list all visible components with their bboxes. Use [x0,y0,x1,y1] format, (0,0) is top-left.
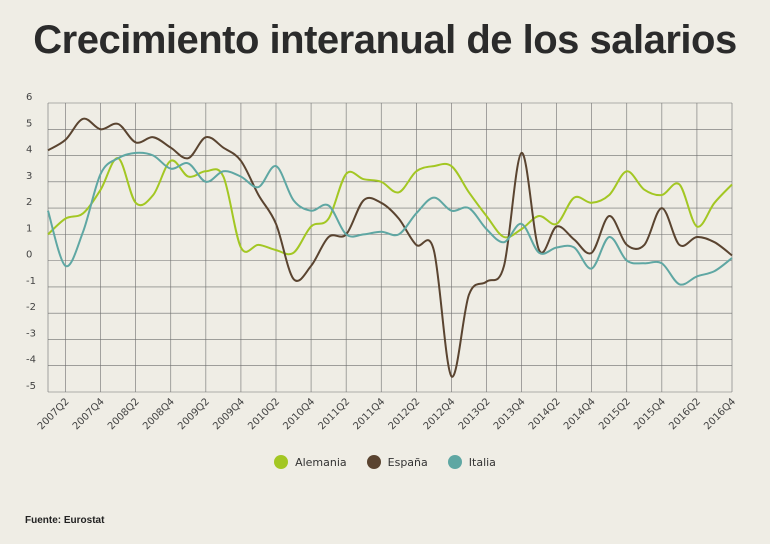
legend: Alemania España Italia [0,455,770,469]
y-tick-label: 0 [26,250,32,261]
legend-label-alemania: Alemania [295,455,347,469]
y-tick-label: -4 [26,355,36,366]
x-tick-label: 2008Q4 [141,396,177,432]
x-tick-label: 2016Q2 [667,396,703,432]
x-tick-label: 2013Q4 [492,396,528,432]
legend-item-alemania[interactable]: Alemania [274,455,347,469]
x-tick-label: 2011Q4 [352,396,388,432]
x-tick-label: 2009Q2 [176,396,212,432]
y-tick-label: 6 [26,92,32,103]
x-tick-label: 2012Q2 [387,396,423,432]
y-tick-label: 3 [26,171,32,182]
series-lines [47,117,733,378]
x-tick-label: 2007Q4 [71,396,107,432]
x-axis-ticks: 2007Q2 2007Q4 2008Q2 2008Q4 2009Q2 2009Q4 2010… [36,396,738,432]
x-tick-label: 2015Q2 [597,396,633,432]
source-note: Fuente: Eurostat [25,515,105,526]
y-tick-label: 1 [26,223,32,234]
x-tick-label: 2014Q4 [562,396,598,432]
x-tick-label: 2015Q4 [632,396,668,432]
legend-item-espana[interactable]: España [366,455,428,469]
y-tick-label: 5 [26,118,32,129]
y-tick-label: -5 [26,381,36,392]
legend-swatch-espana [366,455,381,469]
x-tick-label: 2008Q2 [106,396,142,432]
y-tick-label: -2 [26,302,36,313]
y-tick-label: -3 [26,328,36,339]
y-tick-label: -1 [26,276,36,287]
grid [47,102,733,393]
series-line-alemania [47,157,733,256]
x-tick-label: 2011Q2 [316,396,352,432]
x-tick-label: 2016Q4 [702,396,738,432]
legend-label-espana: España [387,455,428,469]
legend-swatch-alemania [274,455,289,469]
x-tick-label: 2013Q2 [457,396,493,432]
chart-title: Crecimiento interanual de los salarios [33,18,737,62]
legend-label-italia: Italia [468,455,496,469]
x-tick-label: 2014Q2 [527,396,563,432]
x-tick-label: 2012Q4 [422,396,458,432]
series-line-espana [47,117,733,378]
legend-item-italia[interactable]: Italia [447,455,496,469]
legend-swatch-italia [447,455,462,469]
series-line-italia [47,151,733,286]
x-tick-label: 2010Q4 [281,396,317,432]
y-tick-label: 2 [26,197,32,208]
x-tick-label: 2007Q2 [36,396,72,432]
x-tick-label: 2009Q4 [211,396,247,432]
y-axis-ticks: -5 -4 -3 -2 -1 0 1 2 3 4 5 6 [26,92,36,392]
y-tick-label: 4 [26,145,32,156]
x-tick-label: 2010Q2 [246,396,282,432]
